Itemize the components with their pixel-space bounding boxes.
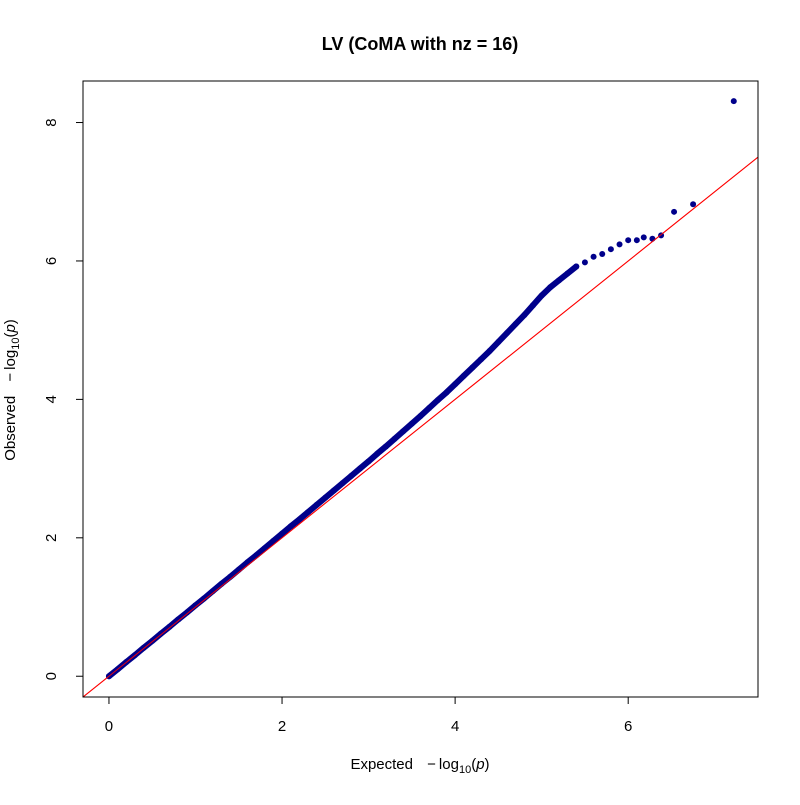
reference-line-overlay: [83, 156, 758, 697]
data-point: [547, 284, 554, 291]
y-tick-label: 4: [43, 395, 60, 403]
data-point: [244, 559, 251, 566]
data-point: [253, 552, 260, 559]
chart-title: LV (CoMA with nz = 16): [322, 34, 519, 54]
x-axis-label-func: log: [439, 756, 459, 773]
data-point: [599, 251, 606, 258]
y-axis-label-arg: p: [2, 324, 19, 333]
data-point: [157, 630, 164, 637]
data-point: [555, 277, 562, 284]
data-point: [633, 237, 640, 244]
y-tick-label: 0: [43, 672, 60, 680]
data-point: [296, 516, 303, 523]
data-points-layer: [83, 98, 758, 697]
y-axis-label: Observed −log10(p): [2, 319, 22, 461]
data-point: [607, 246, 614, 253]
data-point: [469, 364, 476, 371]
data-point: [512, 320, 519, 327]
data-point: [400, 428, 407, 435]
data-point: [261, 545, 268, 552]
data-point: [305, 509, 311, 516]
data-point: [625, 237, 632, 244]
data-point: [504, 329, 511, 336]
data-point: [408, 420, 415, 427]
y-axis-label-func: log: [2, 350, 19, 370]
data-point: [175, 616, 182, 623]
y-axis: 0 2 4 6 8: [43, 118, 84, 680]
svg-text:Observed −log10(p): Observed −log10(p): [2, 319, 22, 461]
y-tick-label: 2: [43, 534, 60, 542]
data-point: [573, 263, 580, 270]
data-point: [279, 530, 286, 537]
plot-frame: [82, 80, 759, 698]
y-tick-label: 6: [43, 257, 60, 265]
data-point: [330, 487, 337, 494]
data-point: [730, 98, 737, 105]
data-point: [590, 253, 597, 260]
x-tick-label: 6: [624, 718, 632, 735]
data-point: [322, 494, 329, 501]
data-point: [339, 480, 346, 487]
x-tick-label: 0: [105, 718, 113, 735]
data-point: [530, 302, 536, 309]
data-point: [671, 208, 678, 215]
data-point: [690, 201, 697, 208]
data-point: [495, 338, 502, 345]
x-axis-label-prefix: Expected: [350, 756, 413, 773]
y-axis-label-subscript: 10: [10, 338, 22, 350]
data-point: [166, 623, 173, 630]
data-point: [348, 472, 355, 479]
data-point: [640, 234, 647, 241]
x-tick-label: 4: [451, 718, 459, 735]
data-point: [382, 443, 389, 450]
data-point: [192, 602, 199, 609]
data-point: [365, 458, 372, 465]
data-point: [649, 235, 656, 242]
x-axis-label: Expected − log10(p): [350, 756, 489, 776]
data-point: [183, 609, 190, 616]
data-point: [417, 412, 424, 419]
data-points-trail: [105, 263, 580, 680]
x-axis-label-arg: p: [475, 756, 484, 773]
data-point: [356, 465, 363, 472]
data-point: [287, 523, 294, 530]
data-point: [201, 595, 208, 602]
data-point: [452, 381, 459, 388]
data-point: [235, 566, 242, 573]
data-point: [270, 537, 277, 544]
data-point: [460, 372, 467, 379]
y-tick-label: 8: [43, 118, 60, 126]
data-point: [391, 435, 398, 442]
data-point: [486, 347, 493, 354]
data-point: [538, 292, 545, 299]
data-point: [564, 270, 571, 277]
x-axis: 0 2 4 6: [105, 696, 632, 735]
x-tick-label: 2: [278, 718, 286, 735]
data-point: [478, 356, 485, 363]
data-point: [374, 450, 381, 457]
x-axis-label-subscript: 10: [459, 764, 471, 776]
data-point: [521, 311, 528, 318]
data-point: [426, 405, 433, 412]
data-point: [313, 501, 320, 508]
data-point: [616, 241, 623, 248]
data-point: [443, 389, 450, 396]
data-point: [434, 397, 441, 404]
y-axis-label-prefix: Observed: [2, 396, 19, 461]
data-point: [581, 259, 588, 266]
svg-text:Expected −log10(p): Expected − log10(p): [350, 756, 489, 776]
